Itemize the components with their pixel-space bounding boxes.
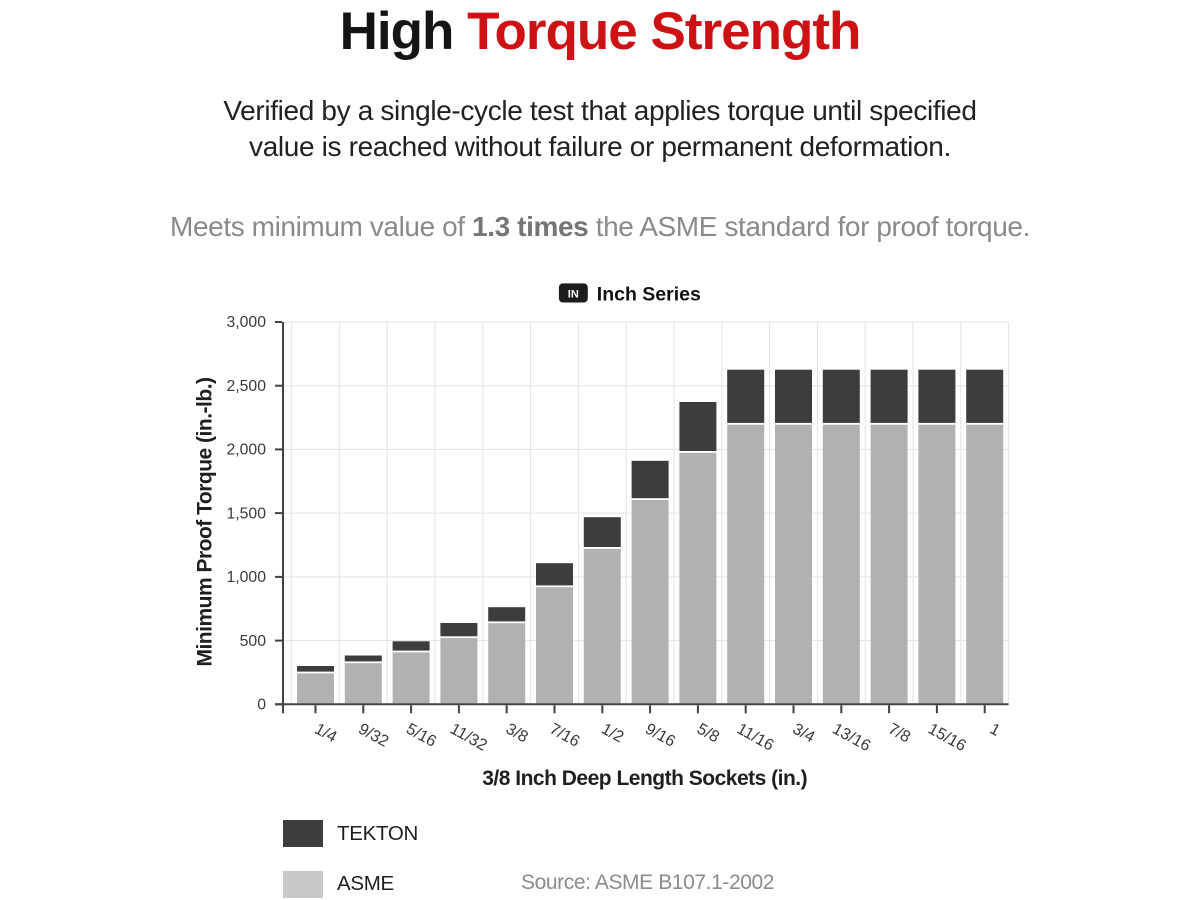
svg-text:1/2: 1/2 — [598, 720, 626, 747]
svg-text:IN: IN — [568, 289, 579, 301]
svg-text:0: 0 — [257, 697, 266, 714]
svg-text:Inch Series: Inch Series — [597, 283, 701, 305]
svg-text:5/8: 5/8 — [694, 720, 722, 747]
svg-text:7/16: 7/16 — [547, 720, 583, 751]
svg-text:5/16: 5/16 — [403, 720, 439, 751]
svg-text:3/4: 3/4 — [790, 720, 818, 747]
svg-text:Minimum Proof Torque (in.-lb.): Minimum Proof Torque (in.-lb.) — [194, 377, 217, 666]
svg-text:15/16: 15/16 — [925, 720, 969, 755]
svg-text:2,500: 2,500 — [226, 378, 266, 395]
svg-text:7/8: 7/8 — [885, 720, 913, 747]
svg-text:13/16: 13/16 — [829, 720, 873, 755]
svg-text:1: 1 — [987, 720, 1004, 740]
svg-text:3/8: 3/8 — [503, 720, 531, 747]
svg-text:3,000: 3,000 — [226, 314, 266, 331]
svg-text:500: 500 — [240, 633, 267, 650]
svg-text:11/32: 11/32 — [447, 720, 490, 755]
svg-text:9/16: 9/16 — [642, 720, 678, 751]
svg-text:1,000: 1,000 — [226, 569, 266, 586]
svg-text:11/16: 11/16 — [734, 720, 777, 755]
svg-text:2,000: 2,000 — [226, 442, 266, 459]
svg-text:1,500: 1,500 — [226, 505, 266, 522]
svg-text:3/8 Inch Deep Length Sockets (: 3/8 Inch Deep Length Sockets (in.) — [482, 767, 807, 790]
svg-text:1/4: 1/4 — [312, 720, 340, 747]
svg-text:9/32: 9/32 — [355, 720, 391, 751]
